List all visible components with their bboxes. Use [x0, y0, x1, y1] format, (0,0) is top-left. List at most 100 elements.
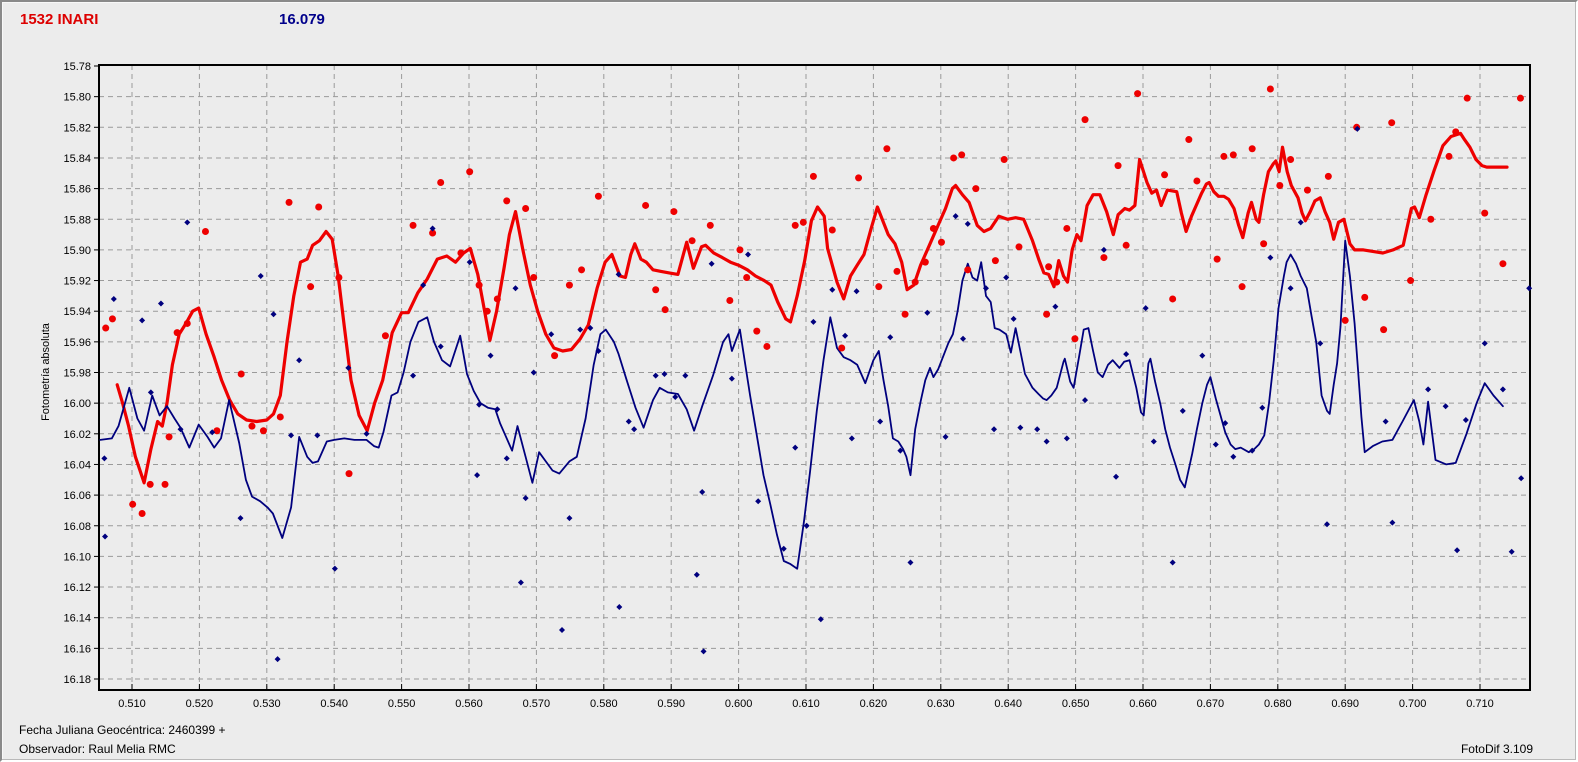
object-title: 1532 INARI: [20, 11, 98, 28]
red-data-point: [594, 192, 602, 200]
blue-data-point: [853, 288, 860, 295]
red-data-point: [483, 307, 491, 315]
red-smoothed-line-path: [115, 131, 1509, 485]
blue-data-point: [631, 426, 638, 433]
blue-data-point: [1222, 420, 1229, 427]
blue-data-point: [503, 455, 510, 462]
red-data-point: [276, 413, 284, 421]
x-tick-label: 0.550: [388, 698, 416, 710]
red-data-point: [237, 370, 245, 378]
y-tick-label: 15.94: [63, 306, 91, 318]
red-data-point: [551, 352, 559, 360]
blue-data-point: [494, 406, 501, 413]
red-data-point: [763, 342, 771, 350]
blue-data-point: [177, 426, 184, 433]
blue-data-point: [577, 326, 584, 333]
blue-data-point: [1354, 125, 1361, 132]
red-data-point: [457, 249, 465, 257]
blue-data-point: [429, 225, 436, 232]
red-data-point: [1134, 90, 1142, 98]
x-tick-label: 0.530: [253, 698, 281, 710]
red-data-point: [883, 145, 891, 153]
red-data-point: [1341, 316, 1349, 324]
app-version-label: FotoDif 3.109: [1461, 742, 1533, 756]
blue-data-point: [1499, 386, 1506, 393]
red-data-point: [466, 168, 474, 176]
y-tick-label: 15.92: [63, 276, 91, 288]
red-data-point: [937, 238, 945, 246]
y-tick-label: 16.02: [63, 429, 91, 441]
red-data-point: [429, 229, 437, 237]
blue-data-point: [1481, 340, 1488, 347]
blue-data-point: [474, 472, 481, 479]
red-data-point: [706, 221, 714, 229]
blue-data-point: [184, 219, 191, 226]
blue-data-point: [296, 357, 303, 364]
blue-data-point: [682, 372, 689, 379]
red-data-point: [1516, 94, 1524, 102]
red-data-point: [1380, 326, 1388, 334]
magnitude-value: 16.079: [279, 11, 325, 28]
red-data-point: [345, 470, 353, 478]
y-tick-label: 15.80: [63, 92, 91, 104]
red-data-point: [1100, 254, 1108, 262]
red-data-point: [1000, 155, 1008, 163]
red-data-point: [964, 266, 972, 274]
blue-data-point: [1010, 315, 1017, 322]
blue-data-point: [345, 364, 352, 371]
red-data-point: [991, 257, 999, 265]
red-data-point: [578, 266, 586, 274]
red-data-point: [437, 178, 445, 186]
red-data-point: [972, 185, 980, 193]
red-data-point: [929, 224, 937, 232]
blue-data-point: [625, 418, 632, 425]
y-tick-label: 15.78: [63, 61, 91, 73]
y-tick-label: 16.06: [63, 490, 91, 502]
red-data-point: [921, 258, 929, 266]
red-data-point: [381, 332, 389, 340]
blue-data-point: [476, 401, 483, 408]
red-data-point: [950, 154, 958, 162]
blue-data-point: [755, 498, 762, 505]
red-data-point: [183, 319, 191, 327]
red-data-point: [138, 509, 146, 517]
blue-data-point: [1317, 340, 1324, 347]
red-data-point: [1229, 151, 1237, 159]
red-data-point: [1213, 255, 1221, 263]
blue-data-point: [512, 285, 519, 292]
x-tick-label: 0.590: [657, 698, 685, 710]
y-tick-label: 16.10: [63, 551, 91, 563]
y-tick-label: 16.14: [63, 613, 91, 625]
red-data-point: [129, 500, 137, 508]
y-tick-label: 16.08: [63, 521, 91, 533]
red-data-point: [475, 281, 483, 289]
y-tick-label: 15.84: [63, 153, 91, 165]
blue-data-point: [466, 259, 473, 266]
blue-data-point: [810, 318, 817, 325]
x-tick-label: 0.510: [118, 698, 146, 710]
blue-data-point: [522, 495, 529, 502]
red-data-point: [201, 228, 209, 236]
red-data-point: [1063, 224, 1071, 232]
blue-data-point: [887, 334, 894, 341]
red-data-point: [315, 203, 323, 211]
red-data-point: [1015, 243, 1023, 251]
blue-data-point: [897, 447, 904, 454]
red-data-point: [652, 286, 660, 294]
blue-measurements-points: [101, 125, 1533, 663]
red-data-point: [1114, 162, 1122, 170]
blue-data-point: [672, 394, 679, 401]
blue-data-point: [363, 430, 370, 437]
blue-data-point: [745, 251, 752, 258]
blue-data-point: [1034, 426, 1041, 433]
red-data-point: [285, 198, 293, 206]
x-tick-label: 0.670: [1197, 698, 1225, 710]
blue-data-point: [237, 515, 244, 522]
blue-data-point: [615, 271, 622, 278]
x-tick-label: 0.700: [1399, 698, 1427, 710]
blue-data-point: [1454, 547, 1461, 554]
x-tick-label: 0.660: [1129, 698, 1157, 710]
blue-data-point: [817, 616, 824, 623]
red-data-point: [743, 273, 751, 281]
